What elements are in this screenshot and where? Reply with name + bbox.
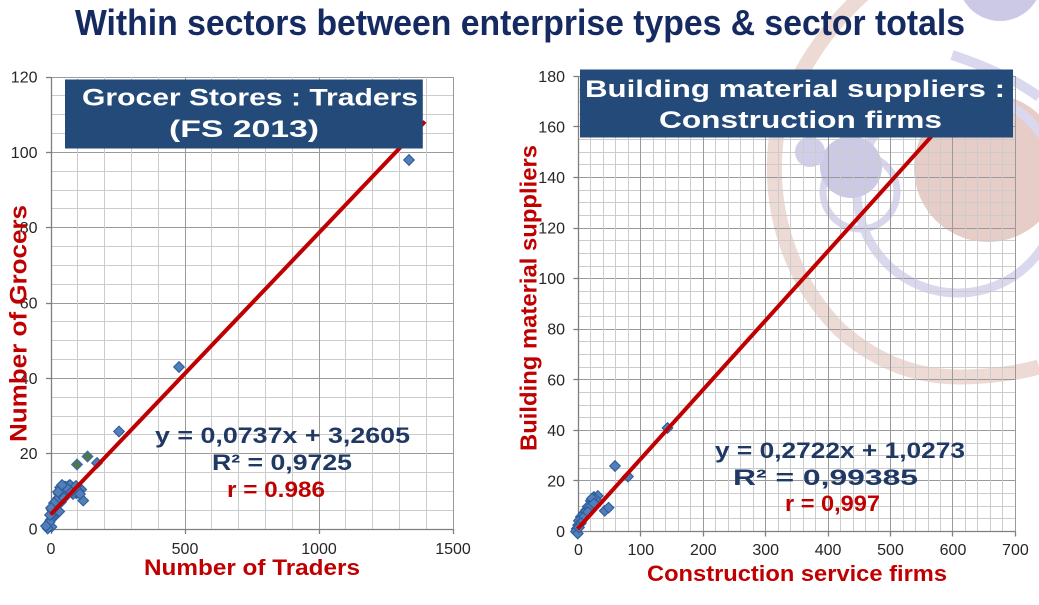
svg-text:Number of Traders: Number of Traders [144,555,360,580]
svg-text:120: 120 [538,221,565,238]
svg-text:80: 80 [547,322,565,339]
svg-text:20: 20 [20,446,38,463]
svg-text:Construction firms: Construction firms [659,107,942,134]
svg-text:100: 100 [538,271,565,288]
svg-text:40: 40 [547,423,565,440]
svg-text:0: 0 [47,541,56,558]
svg-text:y = 0,0737x + 3,2605: y = 0,0737x + 3,2605 [155,423,410,448]
svg-text:Construction service firms: Construction service firms [647,561,947,586]
svg-text:300: 300 [752,542,779,559]
svg-text:60: 60 [20,296,38,313]
svg-text:0: 0 [29,522,38,539]
svg-text:Number of Grocers: Number of Grocers [6,205,33,442]
svg-text:y = 0,2722x + 1,0273: y = 0,2722x + 1,0273 [715,438,965,463]
svg-text:400: 400 [815,542,842,559]
svg-text:100: 100 [627,542,654,559]
svg-text:700: 700 [1002,542,1029,559]
svg-text:60: 60 [547,372,565,389]
svg-text:180: 180 [538,69,565,86]
svg-text:80: 80 [20,220,38,237]
svg-text:140: 140 [538,170,565,187]
svg-text:160: 160 [538,120,565,137]
svg-text:r = 0,997: r = 0,997 [785,491,880,516]
svg-text:Building material suppliers :: Building material suppliers : [585,76,1005,103]
svg-text:500: 500 [877,542,904,559]
svg-text:600: 600 [940,542,967,559]
svg-text:0: 0 [574,542,583,559]
svg-text:1000: 1000 [301,541,337,558]
svg-text:40: 40 [20,371,38,388]
svg-text:1500: 1500 [435,541,471,558]
svg-text:Grocer Stores : Traders: Grocer Stores : Traders [82,85,418,112]
svg-text:20: 20 [547,473,565,490]
svg-text:120: 120 [11,70,38,87]
svg-text:100: 100 [11,145,38,162]
svg-text:r = 0.986: r = 0.986 [227,477,325,502]
svg-text:200: 200 [690,542,717,559]
svg-text:Within sectors between enterpr: Within sectors between enterprise types … [75,2,965,43]
svg-text:0: 0 [556,524,565,541]
svg-text:R² = 0,99385: R² = 0,99385 [733,465,918,490]
svg-text:R² = 0,9725: R² = 0,9725 [212,450,352,475]
svg-text:Building material suppliers: Building material suppliers [516,145,542,451]
svg-text:(FS 2013): (FS 2013) [169,116,319,143]
svg-text:500: 500 [172,541,199,558]
